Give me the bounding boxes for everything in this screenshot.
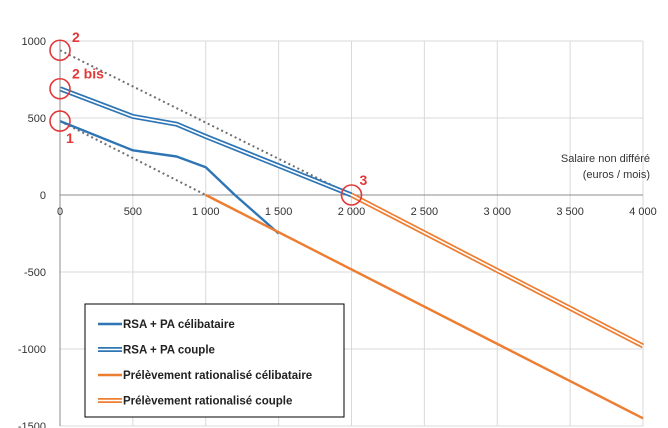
x-axis-title-line-1: Salaire non différé <box>561 153 650 165</box>
legend-label: Prélèvement rationalisé couple <box>123 396 292 408</box>
legend-item: Prélèvement rationalisé célibataire <box>98 370 312 382</box>
x-tick-label: 500 <box>124 206 142 218</box>
x-tick-label: 2 000 <box>338 206 366 218</box>
marker-circle-3 <box>49 77 71 100</box>
series-4 <box>350 192 645 349</box>
series-line <box>59 119 280 235</box>
y-tick-label: 0 <box>40 190 46 202</box>
y-tick-label: 1000 <box>22 36 46 48</box>
y-tick-label: -1000 <box>18 344 46 356</box>
series-line-inner <box>59 87 352 196</box>
reference-line-1 <box>59 120 207 196</box>
legend-label: Prélèvement rationalisé célibataire <box>123 370 312 382</box>
series-3 <box>205 193 644 420</box>
marker-circle-2 <box>49 39 71 62</box>
x-tick-label: 2 500 <box>411 206 439 218</box>
series-line-inner <box>351 194 644 347</box>
reference-lines <box>59 49 352 196</box>
series-2 <box>59 86 353 198</box>
y-tick-label: 500 <box>28 113 46 125</box>
x-tick-label: 0 <box>57 206 63 218</box>
markers: 1 2 2 bis 3 <box>49 29 368 206</box>
legend-item: Prélèvement rationalisé couple <box>98 396 292 408</box>
legend-box <box>84 303 345 418</box>
marker-label-4: 3 <box>360 172 368 188</box>
y-tick-label: -1500 <box>18 421 46 428</box>
x-tick-label: 3 000 <box>483 206 511 218</box>
marker-label-3: 2 bis <box>72 66 104 82</box>
axes: 0 500 1 000 1 500 2 000 2 500 3 000 3 500 4 000 -… <box>18 36 657 428</box>
series-1 <box>59 119 280 235</box>
reference-line-2 <box>59 49 352 196</box>
y-tick-label: -500 <box>24 267 46 279</box>
legend-item: RSA + PA couple <box>98 345 215 357</box>
legend-label: RSA + PA célibataire <box>123 319 235 331</box>
marker-label-2: 2 <box>72 29 80 45</box>
x-tick-label: 3 500 <box>556 206 584 218</box>
series-line <box>205 193 644 420</box>
x-tick-label: 1 000 <box>192 206 220 218</box>
series-group <box>59 86 645 420</box>
x-tick-label: 4 000 <box>629 206 657 218</box>
legend-label: RSA + PA couple <box>123 345 215 357</box>
legend: RSA + PA célibataire RSA + PA couple Prélè… <box>84 303 345 418</box>
marker-circle-4 <box>340 184 363 206</box>
marker-circle-1 <box>49 110 71 132</box>
marker-label-1: 1 <box>66 130 74 146</box>
x-tick-label: 1 500 <box>265 206 293 218</box>
x-axis-title-line-2: (euros / mois) <box>583 169 650 181</box>
legend-item: RSA + PA célibataire <box>98 319 235 331</box>
